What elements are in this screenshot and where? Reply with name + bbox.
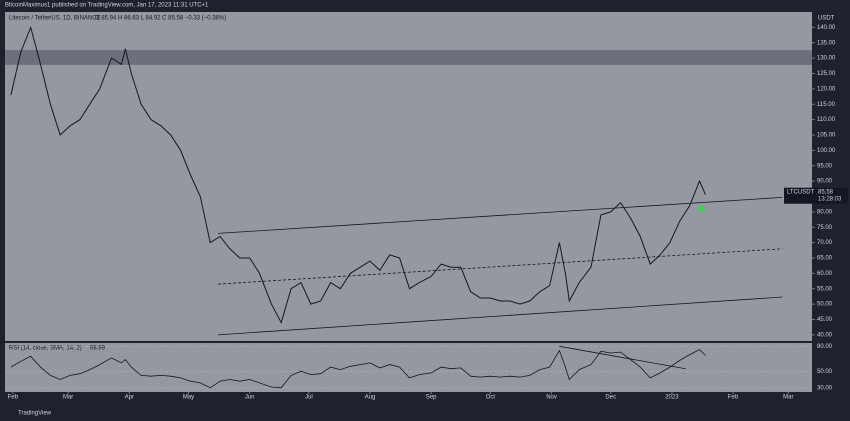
rsi-label: RSI (14, close, SMA, 14, 2): [9, 346, 82, 352]
y-tick-label: 65.00: [817, 256, 833, 262]
y-tick-label: 55.00: [817, 286, 833, 292]
quote: O 85.94 H 86.63 L 84.92 C 85.58 −0.33 (−…: [95, 16, 226, 22]
x-tick-label: 2023: [665, 395, 679, 401]
ticker-label: LTCUSDT: [787, 189, 815, 195]
rsi-trendline: [559, 345, 686, 370]
x-tick-label: Dec: [605, 395, 616, 401]
channel-line: [218, 296, 783, 336]
x-tick-label: Sep: [426, 395, 437, 401]
y-tick-label: 100.00: [817, 148, 836, 154]
y-tick-label: 140.00: [817, 25, 836, 31]
y-tick-label: 80.00: [817, 209, 833, 215]
x-tick-label: Nov: [546, 395, 557, 401]
channel-line: [218, 197, 783, 234]
x-tick-label: Jun: [245, 395, 255, 401]
x-tick-label: Mar: [783, 395, 793, 401]
resistance-zone: [5, 50, 812, 65]
x-tick-label: Aug: [365, 395, 376, 401]
x-tick-label: Mar: [63, 395, 73, 401]
x-tick-label: May: [183, 395, 194, 401]
x-tick-label: Jul: [305, 395, 313, 401]
y-tick-label: 105.00: [817, 133, 836, 139]
rsi-line: [10, 349, 706, 389]
y-tick-label: 120.00: [817, 86, 836, 92]
last-price-label: 85.58: [818, 189, 834, 195]
y-tick-label: 110.00: [817, 117, 836, 123]
symbol-info: Litecoin / TetherUS, 1D, BINANCE: [9, 16, 101, 22]
y-tick-label: 115.00: [817, 102, 836, 108]
y-tick-label: 60.00: [817, 271, 833, 277]
y-tick-label: 75.00: [817, 225, 833, 231]
y-tick-label: 95.00: [817, 163, 833, 169]
price-tag: [784, 187, 848, 204]
currency: USDT: [818, 16, 835, 22]
y-tick-label: 40.00: [817, 332, 833, 338]
rsi-tick-label: 30.00: [817, 385, 833, 391]
rsi-tick-label: 50.00: [817, 369, 833, 375]
publisher: BitcoinMaximus1 published on TradingView…: [5, 3, 209, 9]
x-tick-label: Feb: [728, 395, 739, 401]
rsi-tick-label: 80.00: [817, 344, 833, 350]
price-line: [10, 25, 706, 324]
rsi-pane: [5, 343, 812, 392]
y-tick-label: 90.00: [817, 179, 833, 185]
y-tick-label: 50.00: [817, 302, 833, 308]
brand: TradingView: [18, 411, 52, 417]
channel-line: [218, 248, 783, 285]
y-tick-label: 135.00: [817, 40, 836, 46]
y-tick-label: 125.00: [817, 71, 836, 77]
rsi-value: 68.99: [90, 346, 106, 352]
countdown: 13:28:03: [818, 196, 842, 202]
x-tick-label: Feb: [8, 395, 19, 401]
x-tick-label: Oct: [486, 395, 496, 401]
x-tick-label: Apr: [125, 395, 134, 401]
y-tick-label: 130.00: [817, 56, 836, 62]
y-tick-label: 70.00: [817, 240, 833, 246]
y-tick-label: 45.00: [817, 317, 833, 323]
signal-dot: [699, 206, 705, 212]
